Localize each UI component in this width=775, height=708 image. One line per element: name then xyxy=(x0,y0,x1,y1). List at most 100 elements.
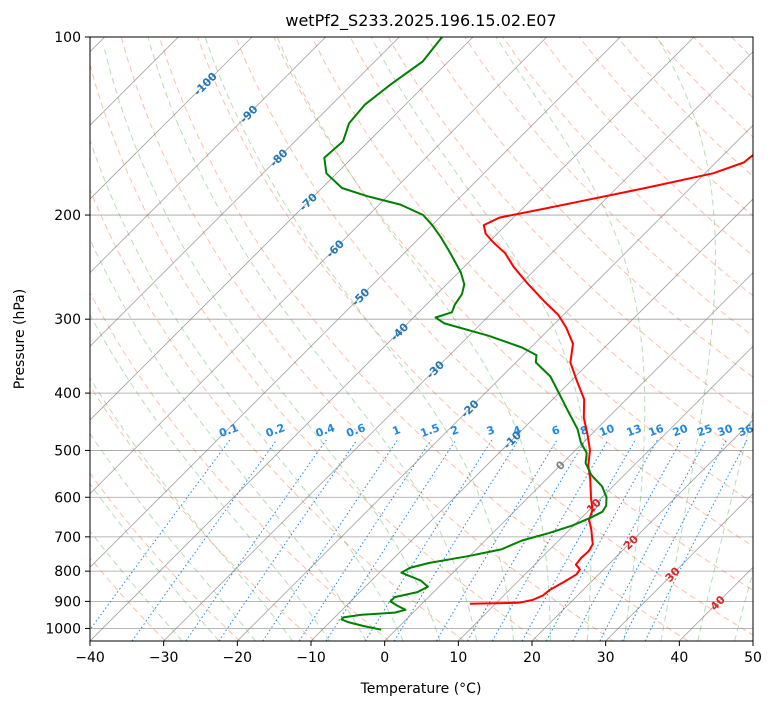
x-tick-label: 30 xyxy=(597,650,615,666)
dry-adiabat-line xyxy=(235,37,753,591)
mixing-ratio-line xyxy=(644,439,748,641)
dry-adiabat-line xyxy=(655,37,753,138)
mixing-ratio-line xyxy=(90,439,231,631)
mixing-ratio-label: 3 xyxy=(485,423,497,438)
dry-adiabat-line xyxy=(349,37,753,462)
mixing-ratio-line xyxy=(467,439,586,641)
isotherm-line xyxy=(679,566,753,641)
dry-adiabat-line xyxy=(770,37,775,641)
x-tick-label: 10 xyxy=(449,650,467,666)
isotherm-line xyxy=(237,124,753,641)
mixing-ratio-line xyxy=(325,439,457,641)
isotherm-line xyxy=(90,37,326,274)
isotherm-line xyxy=(90,37,695,641)
mixing-ratio-label: 0.2 xyxy=(264,421,287,440)
dry-adiabat-line xyxy=(693,37,753,99)
isotherm-label: 20 xyxy=(621,532,641,552)
mixing-ratio-label: 0.1 xyxy=(217,421,240,440)
mixing-ratio-line xyxy=(491,439,609,641)
temperature-profile-line xyxy=(469,153,753,605)
moist-adiabat-line xyxy=(656,37,716,641)
isotherm-label: 0 xyxy=(553,458,568,473)
isotherm-label: 40 xyxy=(708,593,728,613)
y-tick-label: 200 xyxy=(54,208,81,224)
moist-adiabat-line xyxy=(90,530,183,641)
isotherm-label: -30 xyxy=(424,358,447,381)
dewpoint-profile-line xyxy=(323,37,608,631)
y-tick-label: 1000 xyxy=(45,621,81,637)
x-axis-label: Temperature (°C) xyxy=(360,681,482,697)
isotherm-line xyxy=(90,37,547,495)
plot-area: 0.1 0.2 0.4 0.6 1 1.5 2 3 4 6 8 10 13 16 20 25 30 36-100-… xyxy=(90,37,775,641)
x-tick-label: −40 xyxy=(75,650,105,666)
y-tick-label: 600 xyxy=(54,490,81,506)
moist-adiabat-line xyxy=(90,377,293,641)
moist-adiabat-line xyxy=(276,37,551,641)
isotherm-line xyxy=(90,37,253,200)
y-tick-label: 400 xyxy=(54,386,81,402)
isotherm-line xyxy=(90,37,621,568)
x-tick-label: 50 xyxy=(744,650,762,666)
moist-adiabat-line xyxy=(734,570,753,641)
mixing-ratio-line xyxy=(185,439,327,641)
mixing-ratio-label: 0.4 xyxy=(314,421,337,440)
isotherm-label: -20 xyxy=(458,397,481,420)
isotherm-label: -70 xyxy=(297,190,320,213)
dry-adiabat-line xyxy=(464,37,753,337)
isotherm-line xyxy=(90,37,400,347)
isotherm-line xyxy=(90,37,474,421)
mixing-ratio-line xyxy=(364,439,493,641)
moist-adiabat-line xyxy=(697,409,753,641)
mixing-ratio-label: 25 xyxy=(695,422,714,439)
mixing-ratio-line xyxy=(393,439,519,641)
mixing-ratio-line xyxy=(298,439,432,641)
mixing-ratio-label: 30 xyxy=(716,422,735,440)
isotherm-lines xyxy=(90,37,753,641)
line-labels: 0.1 0.2 0.4 0.6 1 1.5 2 3 4 6 8 10 13 16 20 25 30 36-100-… xyxy=(191,70,753,614)
y-tick-label: 800 xyxy=(54,564,81,580)
mixing-ratio-label: 1.5 xyxy=(419,421,442,440)
x-tick-label: −20 xyxy=(223,650,253,666)
dry-adiabat-line xyxy=(425,37,753,378)
moist-adiabat-line xyxy=(90,432,257,641)
x-tick-label: −30 xyxy=(149,650,179,666)
mixing-ratio-label: 2 xyxy=(449,423,461,438)
mixing-ratio-label: 6 xyxy=(550,423,562,438)
chart-title: wetPf2_S233.2025.196.15.02.E07 xyxy=(285,11,556,31)
dry-adiabats xyxy=(90,37,775,641)
dry-adiabat-line xyxy=(90,472,241,641)
dry-adiabat-line xyxy=(120,37,614,641)
dry-adiabat-line xyxy=(158,37,689,641)
y-axis-label: Pressure (hPa) xyxy=(12,289,28,389)
x-axis-ticks: −40 −30 −20 −10 0 10 20 30 40 50 xyxy=(75,641,762,666)
moist-adiabat-line xyxy=(370,37,592,641)
isotherm-line xyxy=(163,51,753,641)
dry-adiabat-line xyxy=(387,37,753,420)
mixing-ratio-label: 16 xyxy=(647,422,666,440)
x-tick-label: −10 xyxy=(296,650,326,666)
mixing-ratio-label: 8 xyxy=(578,423,590,438)
mixing-ratio-label: 4 xyxy=(511,423,523,438)
isotherm-label: 30 xyxy=(663,564,683,584)
dry-adiabat-line xyxy=(90,291,390,641)
x-tick-label: 0 xyxy=(380,650,389,666)
mixing-ratio-line xyxy=(218,439,358,641)
isotherm-line xyxy=(752,640,753,641)
mixing-ratio-label: 20 xyxy=(671,422,690,440)
dry-adiabat-line xyxy=(90,188,465,641)
plot-frame xyxy=(89,36,754,642)
isotherm-label: -90 xyxy=(237,103,260,126)
y-tick-label: 500 xyxy=(54,443,81,459)
mixing-ratio-line xyxy=(521,439,636,641)
mixing-ratio-label: 13 xyxy=(625,422,644,439)
pressure-grid-lines xyxy=(90,37,753,629)
y-tick-label: 700 xyxy=(54,530,81,546)
moist-adiabat-line xyxy=(204,37,515,641)
x-tick-label: 20 xyxy=(523,650,541,666)
mixing-ratio-line xyxy=(435,439,558,641)
moist-adiabat-line xyxy=(90,237,367,641)
mixing-ratio-line xyxy=(545,439,658,641)
moist-adiabat-line xyxy=(104,49,441,641)
dry-adiabat-line xyxy=(502,37,753,297)
mixing-ratio-line xyxy=(262,439,399,641)
